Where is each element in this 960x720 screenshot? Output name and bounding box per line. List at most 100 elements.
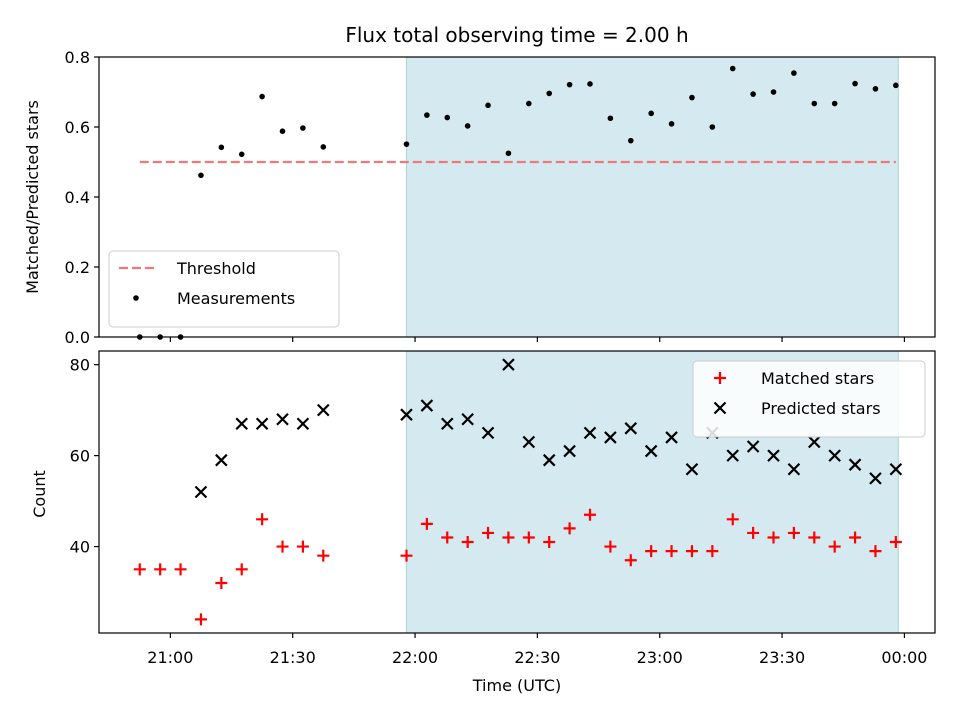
data-point <box>893 82 899 89</box>
data-point <box>317 403 330 417</box>
data-point <box>726 513 739 526</box>
legend-box <box>108 250 340 328</box>
data-point <box>296 417 310 431</box>
data-point <box>849 531 862 544</box>
data-point <box>668 121 675 127</box>
data-point <box>441 531 454 544</box>
data-point <box>566 81 573 88</box>
data-point <box>546 90 553 97</box>
data-point <box>502 358 515 371</box>
data-point <box>685 462 699 476</box>
data-point <box>481 426 495 440</box>
data-point <box>317 549 330 562</box>
data-point <box>750 91 756 97</box>
data-point <box>276 412 289 426</box>
data-point <box>607 115 614 122</box>
data-point <box>505 150 512 157</box>
data-point <box>320 144 327 150</box>
data-point <box>522 435 536 449</box>
data-point <box>256 513 269 526</box>
shaded-region <box>405 56 899 338</box>
data-point <box>464 123 471 129</box>
data-point <box>709 124 716 130</box>
data-point <box>706 545 719 558</box>
data-point <box>811 100 818 107</box>
chart-title: Flux total observing time = 2.00 h <box>345 23 688 47</box>
data-point <box>485 102 491 109</box>
data-point <box>420 517 433 530</box>
data-point <box>198 172 204 179</box>
data-point <box>296 540 309 553</box>
data-point <box>255 417 269 431</box>
data-point <box>133 563 146 576</box>
x-tick-label: 22:30 <box>514 648 560 667</box>
data-point <box>563 522 576 535</box>
data-point <box>770 89 777 95</box>
data-point <box>648 110 654 117</box>
data-point <box>787 462 801 476</box>
legend-marker <box>714 372 726 384</box>
y-tick-label: 40 <box>70 538 90 557</box>
x-axis-label: Time (UTC) <box>472 676 561 695</box>
data-point <box>279 128 286 134</box>
x-tick-label: 23:30 <box>759 648 805 667</box>
data-point <box>235 417 249 431</box>
data-point <box>624 554 637 567</box>
y-tick-label: 80 <box>70 356 90 375</box>
data-point <box>403 141 410 147</box>
data-point <box>828 540 841 553</box>
x-tick-label: 23:00 <box>637 648 683 667</box>
data-point <box>604 431 617 444</box>
y-tick-label: 0.0 <box>65 328 90 347</box>
legend-box <box>692 360 926 438</box>
data-point <box>174 563 187 576</box>
bottom-panel: 40 60 80 21:00 21:30 22:00 22:30 23:00 23:30 00:0… <box>70 350 936 667</box>
data-point <box>238 151 245 158</box>
data-point <box>645 545 658 558</box>
data-point <box>461 412 474 426</box>
data-point <box>563 444 576 458</box>
data-point <box>665 545 678 558</box>
data-point <box>726 449 740 462</box>
data-point <box>889 462 903 476</box>
data-point <box>215 453 228 467</box>
bottom-y-axis-label: Count <box>30 470 49 518</box>
data-point <box>767 449 780 462</box>
y-tick-label: 0.8 <box>65 48 90 67</box>
legend-label: Predicted stars <box>761 399 881 418</box>
y-tick-label: 0.2 <box>65 258 90 277</box>
data-point <box>461 536 474 549</box>
data-point <box>194 485 208 499</box>
legend-marker <box>133 295 139 301</box>
y-tick-label: 0.6 <box>65 118 90 137</box>
data-point <box>689 94 695 101</box>
data-point <box>300 125 306 131</box>
data-point <box>624 422 638 435</box>
data-point <box>869 545 882 558</box>
axes-frame <box>98 350 936 634</box>
data-point <box>747 526 760 539</box>
data-point <box>869 472 882 485</box>
data-point <box>542 453 556 467</box>
data-point <box>665 431 678 444</box>
data-point <box>767 531 780 544</box>
data-point <box>808 531 821 544</box>
y-tick-label: 60 <box>70 447 90 466</box>
data-point <box>729 65 736 72</box>
data-point <box>791 70 797 76</box>
x-tick-label: 00:00 <box>881 648 927 667</box>
data-point <box>235 563 248 576</box>
data-point <box>889 536 902 549</box>
data-point <box>848 458 862 471</box>
data-point <box>400 408 413 421</box>
data-point <box>746 440 760 453</box>
data-point <box>604 540 617 553</box>
data-point <box>808 435 821 449</box>
legend-label: Threshold <box>176 259 256 278</box>
data-point <box>522 531 535 544</box>
data-point <box>583 426 597 440</box>
data-point <box>218 144 225 151</box>
data-point <box>852 80 858 87</box>
data-point <box>444 114 451 121</box>
